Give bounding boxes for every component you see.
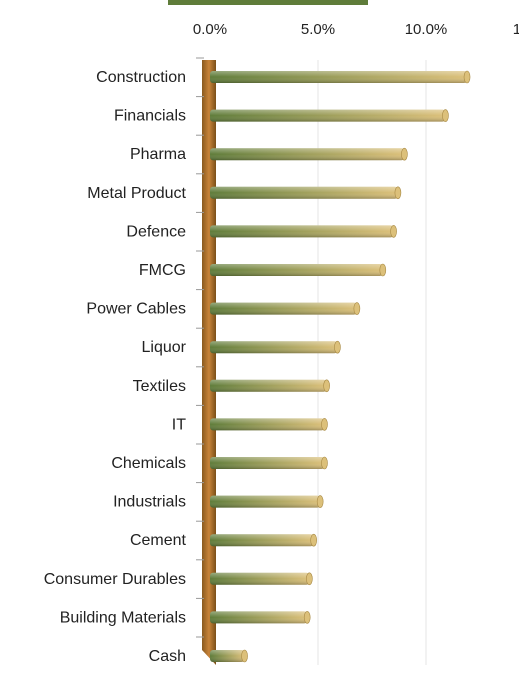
- category-label: Financials: [114, 108, 186, 125]
- bar-consumer-durables: [210, 572, 313, 586]
- bar-cement: [210, 533, 317, 547]
- bar-shading: [210, 264, 383, 276]
- bar-fmcg: [210, 263, 387, 277]
- bar-end-cap: [241, 649, 248, 663]
- bar-end-cap: [401, 147, 408, 161]
- bar-end-cap: [323, 379, 330, 393]
- bar-shading: [210, 225, 394, 238]
- category-label: Power Cables: [86, 301, 186, 318]
- category-labels: Construction Financials Pharma Metal Produc…: [44, 69, 187, 665]
- bar-liquor: [210, 340, 341, 354]
- bar-end-cap: [390, 225, 397, 238]
- bar-shading: [210, 457, 325, 469]
- category-label: Pharma: [130, 146, 186, 163]
- x-tick-label: 10.0%: [405, 21, 448, 38]
- category-label: Metal Product: [87, 185, 186, 202]
- bar-defence: [210, 225, 397, 238]
- bar-shading: [210, 71, 468, 83]
- header-band: [168, 0, 368, 5]
- bar-shading: [210, 495, 321, 508]
- bar-shading: [210, 534, 314, 547]
- bar-end-cap: [394, 186, 402, 200]
- bar-end-cap: [310, 533, 317, 547]
- category-label: Building Materials: [60, 609, 186, 626]
- x-tick-label: 15.0%: [513, 21, 519, 38]
- bar-shading: [210, 302, 357, 315]
- bar-end-cap: [303, 611, 311, 624]
- bar-end-cap: [463, 70, 471, 84]
- category-label: Industrials: [113, 494, 186, 511]
- bar-pharma: [210, 147, 408, 161]
- bar-end-cap: [321, 418, 328, 431]
- category-label: Defence: [126, 223, 186, 240]
- category-label: FMCG: [139, 262, 186, 279]
- bar-shading: [210, 650, 245, 662]
- bars: [210, 70, 471, 663]
- bar-end-cap: [321, 456, 328, 470]
- bar-financials: [210, 109, 449, 122]
- category-label: Textiles: [133, 378, 186, 395]
- bar-shading: [210, 611, 308, 624]
- bar-metal-product: [210, 186, 402, 200]
- bar-shading: [210, 418, 325, 431]
- bar-shading: [210, 109, 446, 122]
- x-tick-label: 5.0%: [301, 21, 335, 38]
- category-label: Chemicals: [111, 455, 186, 472]
- category-label: IT: [172, 416, 186, 433]
- bar-power-cables: [210, 302, 361, 315]
- bar-shading: [210, 379, 327, 392]
- bar-end-cap: [316, 495, 324, 508]
- bar-end-cap: [353, 302, 361, 315]
- bar-shading: [210, 341, 338, 354]
- bar-end-cap: [334, 340, 341, 354]
- bar-shading: [210, 186, 398, 199]
- bar-it: [210, 418, 328, 431]
- bar-cash: [210, 649, 248, 663]
- axis-wall: [202, 60, 216, 665]
- bar-end-cap: [379, 263, 387, 277]
- category-tick-marks: [196, 57, 204, 638]
- bar-textiles: [210, 379, 330, 393]
- category-label: Construction: [96, 69, 186, 86]
- bar-shading: [210, 572, 310, 585]
- category-label: Cash: [149, 648, 186, 665]
- bar-end-cap: [442, 109, 449, 122]
- bar-end-cap: [306, 572, 313, 586]
- bar-building-materials: [210, 611, 311, 624]
- bar-chemicals: [210, 456, 328, 470]
- category-label: Cement: [130, 532, 187, 549]
- category-label: Liquor: [142, 339, 187, 356]
- x-axis-tick-labels: 0.0% 5.0% 10.0% 15.0%: [193, 21, 519, 38]
- category-label: Consumer Durables: [44, 571, 186, 588]
- x-tick-label: 0.0%: [193, 21, 227, 38]
- bar-industrials: [210, 495, 324, 508]
- bar-shading: [210, 148, 405, 161]
- gridlines: [317, 60, 427, 665]
- bar-construction: [210, 70, 471, 84]
